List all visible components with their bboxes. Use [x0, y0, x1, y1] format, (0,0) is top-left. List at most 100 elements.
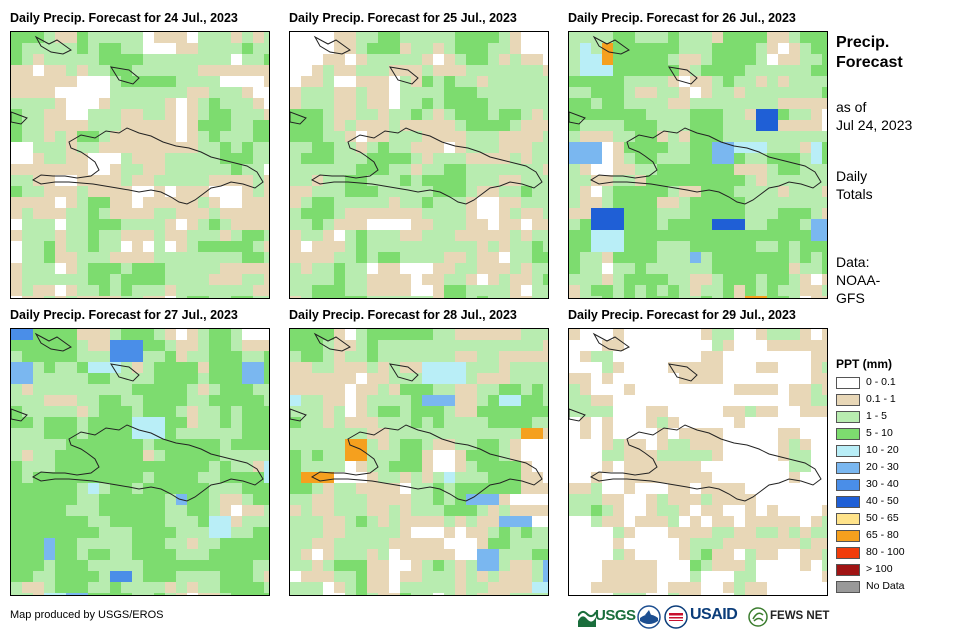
precip-cell [11, 43, 22, 54]
precip-cell [444, 241, 455, 252]
precip-cell [11, 76, 22, 87]
precip-cell [220, 461, 231, 472]
precip-cell [345, 472, 356, 483]
precip-cell [422, 98, 433, 109]
precip-cell [411, 516, 422, 527]
precip-cell [624, 461, 635, 472]
precip-cell [66, 505, 77, 516]
precip-cell [521, 131, 532, 142]
precip-cell [723, 472, 734, 483]
precip-cell [290, 186, 301, 197]
precip-cell [323, 538, 334, 549]
precip-cell [198, 593, 209, 595]
precip-cell [569, 208, 580, 219]
precip-cell [521, 362, 532, 373]
precip-cell [400, 384, 411, 395]
precip-cell [220, 76, 231, 87]
precip-cell [253, 450, 264, 461]
precip-cell [143, 65, 154, 76]
precip-cell [580, 461, 591, 472]
precip-cell [367, 32, 378, 43]
precip-cell [209, 65, 220, 76]
precip-cell [264, 439, 269, 450]
precip-cell [712, 197, 723, 208]
precip-cell [532, 527, 543, 538]
precip-cell [209, 131, 220, 142]
precip-cell [477, 241, 488, 252]
precip-cell [543, 219, 548, 230]
precip-cell [99, 472, 110, 483]
precip-cell [264, 571, 269, 582]
precip-cell [253, 285, 264, 296]
precip-cell [422, 109, 433, 120]
precip-cell [77, 76, 88, 87]
precip-cell [466, 241, 477, 252]
precip-cell [121, 230, 132, 241]
precip-cell [165, 120, 176, 131]
precip-cell [301, 274, 312, 285]
precip-cell [532, 76, 543, 87]
precip-cell [66, 120, 77, 131]
precip-cell [323, 197, 334, 208]
precip-cell [154, 175, 165, 186]
precip-cell [176, 65, 187, 76]
precip-cell [778, 593, 789, 595]
precip-cell [323, 263, 334, 274]
precip-cell [11, 120, 22, 131]
precip-cell [99, 340, 110, 351]
precip-cell [778, 43, 789, 54]
precip-cell [455, 351, 466, 362]
precip-cell [466, 582, 477, 593]
precip-cell [400, 417, 411, 428]
precip-cell [646, 43, 657, 54]
precip-cell [367, 43, 378, 54]
precip-cell [712, 516, 723, 527]
precip-cell [121, 417, 132, 428]
precip-cell [800, 549, 811, 560]
precip-cell [690, 593, 701, 595]
precip-cell [455, 76, 466, 87]
precip-cell [822, 186, 827, 197]
precip-cell [55, 186, 66, 197]
precip-cell [532, 164, 543, 175]
precip-cell [345, 219, 356, 230]
precip-cell [154, 274, 165, 285]
precip-cell [789, 505, 800, 516]
precip-cell [800, 274, 811, 285]
precip-cell [231, 274, 242, 285]
precip-cell [231, 32, 242, 43]
precip-cell [591, 538, 602, 549]
precip-cell [110, 494, 121, 505]
precip-cell [132, 549, 143, 560]
precip-cell [499, 472, 510, 483]
precip-cell [466, 175, 477, 186]
precip-cell [657, 142, 668, 153]
precip-cell [635, 439, 646, 450]
precip-cell [334, 417, 345, 428]
precip-cell [613, 439, 624, 450]
precip-cell [734, 120, 745, 131]
precip-cell [433, 87, 444, 98]
precip-cell [187, 219, 198, 230]
precip-cell [822, 461, 827, 472]
precip-cell [767, 274, 778, 285]
precip-cell [400, 582, 411, 593]
precip-cell [198, 164, 209, 175]
precip-cell [521, 582, 532, 593]
precip-cell [668, 351, 679, 362]
precip-cell [400, 538, 411, 549]
precip-cell [532, 472, 543, 483]
precip-cell [378, 65, 389, 76]
precip-cell [822, 483, 827, 494]
precip-cell [231, 494, 242, 505]
precip-cell [22, 505, 33, 516]
precip-cell [499, 142, 510, 153]
precip-cell [55, 131, 66, 142]
precip-cell [11, 395, 22, 406]
precip-cell [22, 164, 33, 175]
precip-cell [532, 175, 543, 186]
precip-cell [55, 428, 66, 439]
precip-cell [712, 329, 723, 340]
precip-cell-heavy [499, 516, 532, 527]
precip-cell [44, 582, 55, 593]
